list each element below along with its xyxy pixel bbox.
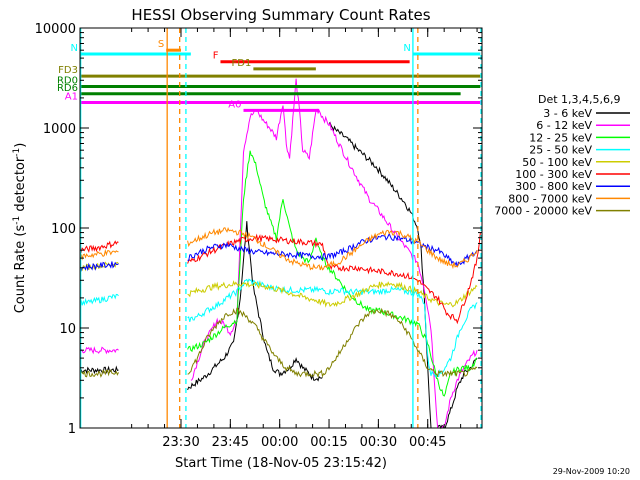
legend-label: 12 - 25 keV (529, 131, 592, 144)
footer-date: 29-Nov-2009 10:20 (553, 467, 630, 476)
flag-label: A1 (65, 91, 78, 102)
series-line (187, 221, 323, 391)
flag-label: S (158, 39, 164, 50)
legend-label: 800 - 7000 keV (508, 192, 592, 205)
x-tick-label: 00:30 (360, 435, 397, 450)
flag-label: F (213, 51, 219, 62)
y-axis-label: Count Rate (s-1 detector-1) (12, 143, 28, 314)
series-line (187, 232, 481, 325)
flag-label: N (71, 43, 78, 54)
series-line (79, 261, 119, 273)
x-tick-label: 00:00 (261, 435, 298, 450)
y-tick-label: 1000 (43, 122, 76, 137)
legend-label: 50 - 100 keV (522, 156, 592, 169)
flag-label: N (403, 43, 410, 54)
flag-label: RD0 (57, 76, 78, 87)
series-line (190, 78, 478, 429)
legend-title: Det 1,3,4,5,6,9 (538, 93, 621, 106)
series-line (79, 365, 119, 375)
y-tick-label: 10000 (35, 22, 76, 37)
series-line (187, 278, 478, 378)
series-line (79, 346, 119, 355)
flag-label: RD6 (57, 83, 78, 94)
x-tick-label: 00:45 (409, 435, 446, 450)
series-line (79, 240, 119, 254)
legend-label: 7000 - 20000 keV (494, 205, 592, 218)
flag-label: FD3 (58, 65, 78, 76)
legend-label: 25 - 50 keV (529, 144, 592, 157)
series-line (187, 232, 478, 268)
series-line (79, 248, 119, 261)
x-tick-label: 23:45 (212, 435, 249, 450)
legend-label: 100 - 300 keV (515, 168, 592, 181)
flag-label: A0 (228, 99, 241, 110)
legend-label: 3 - 6 keV (543, 107, 592, 120)
series-line (187, 227, 478, 271)
chart-title: HESSI Observing Summary Count Rates (131, 6, 430, 24)
x-tick-label: 23:30 (162, 435, 199, 450)
legend-label: 6 - 12 keV (536, 119, 592, 132)
x-axis-label: Start Time (18-Nov-05 23:15:42) (175, 456, 387, 471)
series-line (328, 121, 432, 429)
x-tick-label: 00:15 (310, 435, 347, 450)
y-tick-label: 10 (59, 322, 76, 337)
series-line (187, 307, 478, 378)
series-line (79, 369, 119, 378)
y-tick-label: 1 (68, 422, 76, 437)
series-line (187, 280, 478, 308)
series-line (79, 293, 119, 306)
flag-label: FD1 (232, 58, 252, 69)
y-tick-label: 100 (51, 222, 76, 237)
legend-label: 300 - 800 keV (515, 180, 592, 193)
series-line (187, 150, 478, 397)
